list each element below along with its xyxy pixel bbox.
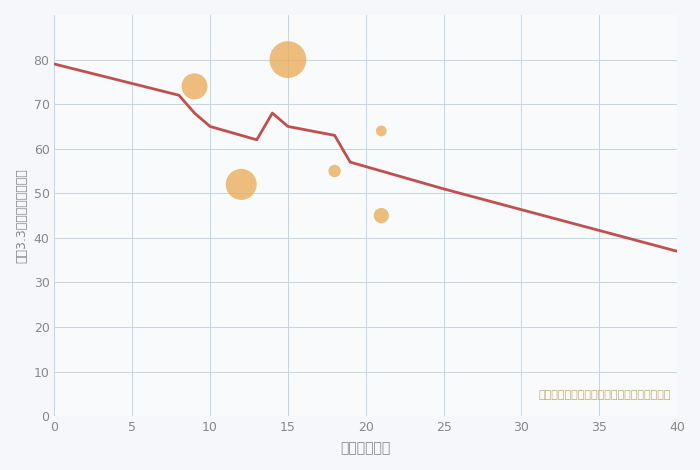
Text: 円の大きさは、取引のあった物件面積を示す: 円の大きさは、取引のあった物件面積を示す <box>538 390 671 400</box>
Point <box>282 56 293 63</box>
Y-axis label: 坪（3.3㎡）単価（万円）: 坪（3.3㎡）単価（万円） <box>15 168 28 263</box>
Point <box>376 127 387 135</box>
Point <box>376 212 387 219</box>
Point <box>329 167 340 175</box>
Point <box>236 180 247 188</box>
Point <box>189 83 200 90</box>
X-axis label: 築年数（年）: 築年数（年） <box>341 441 391 455</box>
